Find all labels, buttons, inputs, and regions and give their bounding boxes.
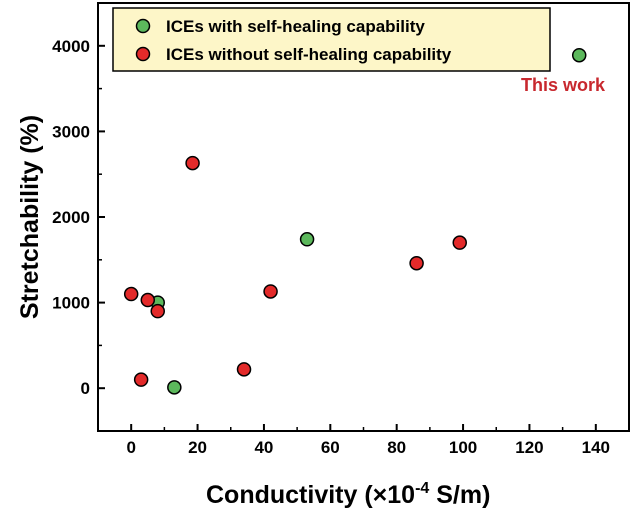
x-tick-label: 20 [188, 438, 207, 457]
point-without-self-healing [236, 362, 252, 377]
x-axis-title: Conductivity (×10-4 S/m) [206, 480, 490, 509]
this-work-annotation: This work [521, 75, 606, 95]
x-tick-label: 120 [515, 438, 543, 457]
point-without-self-healing [185, 155, 200, 171]
x-tick-label: 40 [254, 438, 273, 457]
x-axis-ticks: 0 20 40 60 80 100 120 140 [126, 424, 610, 457]
point-without-self-healing [140, 292, 156, 308]
legend-box [112, 7, 551, 72]
y-tick-label: 0 [81, 379, 90, 398]
point-without-self-healing [263, 284, 278, 299]
point-without-self-healing [150, 303, 165, 319]
y-axis-title: Stretchability (%) [16, 115, 44, 319]
y-tick-label: 2000 [52, 208, 90, 227]
point-without-self-healing [123, 286, 139, 302]
point-without-self-healing [452, 235, 467, 250]
x-axis-title-main: Conductivity (×10 [206, 481, 415, 509]
y-axis-ticks: 0 1000 2000 3000 4000 [52, 2, 105, 432]
point-without-self-healing [409, 255, 424, 271]
legend-marker-without-self-healing [135, 46, 151, 62]
legend-label-with-self-healing: ICEs with self-healing capability [166, 17, 425, 36]
point-with-self-healing [299, 232, 315, 247]
x-tick-label: 100 [449, 438, 477, 457]
legend-marker-with-self-healing [135, 18, 151, 34]
y-tick-label: 3000 [52, 122, 90, 141]
y-tick-label: 4000 [52, 37, 90, 56]
x-tick-label: 0 [126, 438, 135, 457]
point-with-self-healing [571, 47, 587, 63]
x-axis-title-superscript: -4 [415, 480, 429, 497]
point-without-self-healing [133, 372, 149, 387]
x-tick-label: 60 [321, 438, 340, 457]
data-points [123, 47, 587, 395]
x-axis-title-unit: S/m) [429, 481, 490, 509]
legend: ICEs with self-healing capability ICEs w… [112, 7, 551, 72]
point-with-self-healing [167, 380, 182, 395]
x-tick-label: 140 [582, 438, 610, 457]
x-tick-label: 80 [387, 438, 406, 457]
legend-label-without-self-healing: ICEs without self-healing capability [166, 45, 452, 64]
y-tick-label: 1000 [52, 294, 90, 313]
